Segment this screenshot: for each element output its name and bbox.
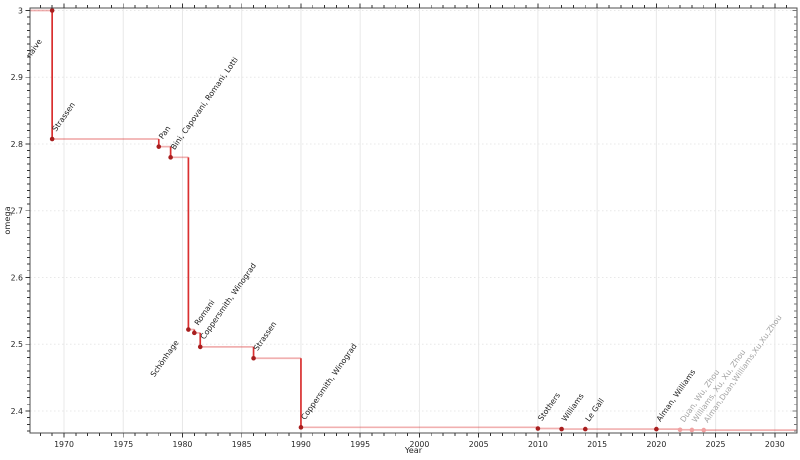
- x-tick-label: 1975: [113, 440, 133, 449]
- x-tick-label: 1970: [54, 440, 74, 449]
- y-tick-label: 2.6: [11, 273, 23, 282]
- data-point: [168, 155, 173, 160]
- x-tick-label: 2030: [765, 440, 785, 449]
- data-point: [701, 427, 707, 433]
- point-label: Stothers: [536, 391, 562, 423]
- x-tick-label: 2025: [706, 440, 726, 449]
- tick-labels: 1970 1975 1980 1985 1990 1995 2000 2005 2010 2015…: [11, 6, 785, 449]
- y-tick-label: 2.9: [11, 73, 23, 82]
- y-tick-label: 2.5: [11, 340, 23, 349]
- y-tick-label: 2.7: [11, 207, 23, 216]
- data-point: [654, 426, 659, 432]
- x-tick-label: 1995: [350, 440, 370, 449]
- x-axis-label: Year: [404, 445, 423, 455]
- data-point: [582, 426, 588, 432]
- point-label: Williams, Xu, Xu, Zhou: [690, 348, 747, 424]
- y-tick-label: 2.8: [11, 140, 23, 149]
- data-point: [49, 136, 55, 142]
- point-label: Strassen: [252, 320, 279, 353]
- data-point: [298, 425, 304, 430]
- plot-spines: [29, 7, 798, 434]
- x-tick-label: 2020: [646, 440, 666, 449]
- x-tick-label: 2000: [410, 440, 430, 449]
- data-point: [535, 426, 541, 431]
- data-point: [186, 327, 191, 332]
- axis-ticks: [25, 3, 797, 438]
- data-point-markers: [49, 8, 707, 433]
- data-point: [559, 426, 564, 432]
- data-point: [251, 355, 256, 361]
- x-tick-label: 1990: [291, 440, 311, 449]
- step-line: [30, 9, 797, 431]
- data-point: [677, 427, 683, 433]
- gridlines: [30, 8, 797, 433]
- x-tick-label: 1980: [173, 440, 193, 449]
- data-point: [49, 8, 55, 13]
- x-tick-label: 2005: [469, 440, 489, 449]
- y-tick-label: 2.4: [11, 407, 23, 416]
- x-tick-label: 2015: [587, 440, 607, 449]
- y-tick-label: 3: [18, 6, 23, 15]
- data-point: [156, 144, 162, 149]
- point-label: Coppersmith, Winograd: [299, 342, 359, 422]
- point-label: Le Gall: [584, 397, 606, 424]
- data-point: [197, 344, 203, 350]
- x-tick-label: 2010: [528, 440, 548, 449]
- y-axis-label: omega: [2, 206, 12, 234]
- x-tick-label: 1985: [232, 440, 252, 449]
- data-point: [192, 330, 197, 336]
- point-label: Schönhage: [149, 338, 181, 378]
- point-label: Bini, Capovani, Romani, Lotti: [169, 55, 240, 151]
- data-point: [689, 427, 695, 433]
- point-label: Williams: [560, 392, 586, 424]
- point-label: naive: [24, 37, 44, 60]
- point-label: Pan: [157, 124, 172, 141]
